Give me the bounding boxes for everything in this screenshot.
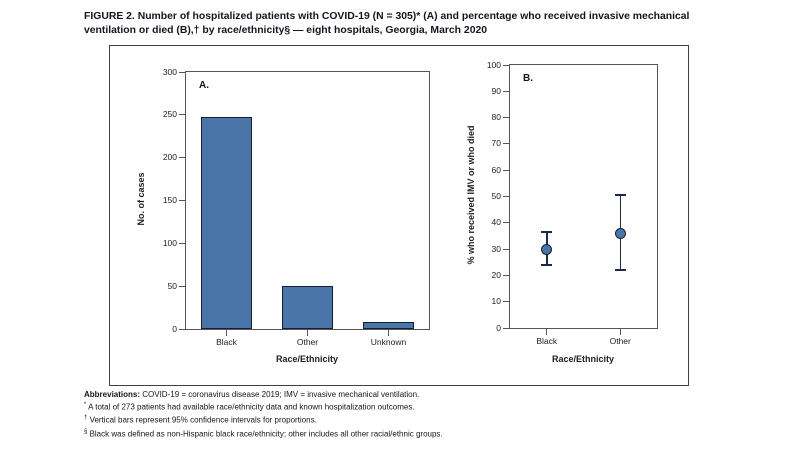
y-axis-tick-label: 50	[491, 191, 501, 201]
y-axis-tick	[179, 328, 185, 330]
data-point-black	[541, 243, 553, 255]
y-axis-tick-label: 50	[167, 280, 177, 291]
chart-container: 0 50 100 150 200 250 300 Black Other Unknown A. 0 1…	[109, 45, 689, 386]
abbreviations-text: COVID-19 = coronavirus disease 2019; IMV…	[140, 390, 420, 399]
footnotes: Abbreviations: COVID-19 = coronavirus di…	[84, 390, 724, 440]
y-axis-tick-label: 0	[172, 323, 177, 334]
ci-cap-top-other	[614, 194, 626, 196]
footnote-section: § Black was defined as non-Hispanic blac…	[84, 427, 724, 440]
y-axis-tick	[503, 196, 509, 197]
y-axis-tick	[503, 301, 509, 303]
panel-a-x-axis-title: Race/Ethnicity	[275, 354, 339, 364]
bar-unknown	[362, 322, 415, 329]
y-axis-tick-label: 150	[162, 195, 177, 205]
y-axis-tick	[503, 222, 509, 224]
y-axis-tick	[179, 157, 185, 159]
y-axis-tick-label: 100	[162, 237, 177, 248]
y-axis-tick-label: 40	[491, 217, 501, 228]
panel-label-b: B.	[523, 73, 533, 84]
y-axis-tick-label: 90	[491, 85, 501, 96]
x-axis-tick	[546, 329, 548, 335]
panel-a-plot: 0 50 100 150 200 250 300 Black Other Unknown A.	[163, 67, 430, 347]
y-axis-tick	[179, 71, 185, 73]
y-axis-tick-label: 300	[162, 66, 177, 77]
y-axis-tick	[179, 200, 185, 201]
y-axis-tick	[503, 90, 509, 92]
y-axis-tick-label: 250	[162, 109, 177, 120]
y-axis-tick-label: 20	[491, 269, 501, 280]
x-axis-tick-label: Other	[609, 336, 631, 346]
bar-black	[200, 117, 253, 329]
y-axis-tick	[503, 169, 509, 171]
footnote-section-marker: §	[84, 428, 88, 435]
y-axis-tick	[503, 327, 509, 329]
bar-other	[281, 286, 334, 329]
x-axis-tick-label: Black	[216, 337, 237, 347]
panel-b-x-axis-title: Race/Ethnicity	[551, 354, 615, 364]
y-axis-tick-label: 200	[162, 152, 177, 163]
footnote-abbreviations: Abbreviations: COVID-19 = coronavirus di…	[84, 390, 724, 400]
y-axis-tick	[503, 64, 509, 66]
x-axis-tick-label: Other	[296, 337, 319, 347]
y-axis-tick-label: 10	[491, 296, 501, 307]
y-axis-tick	[503, 143, 509, 145]
panel-label-a: A.	[199, 80, 209, 91]
y-axis-tick-label: 100	[486, 59, 501, 70]
x-axis-tick	[619, 329, 621, 335]
x-axis-tick	[226, 330, 227, 336]
panel-b-y-axis-title: % who received IMV or who died	[466, 125, 476, 265]
x-axis-tick-label: Unknown	[370, 337, 407, 347]
panel-b-plot: 0 10 20 30 40 50 60 70 80 90 100 Black Other B.	[487, 60, 658, 346]
ci-cap-bottom-other	[614, 269, 626, 271]
footnote-asterisk-marker: *	[84, 402, 87, 409]
x-axis-tick-label: Black	[536, 336, 558, 346]
y-axis-tick-label: 60	[491, 164, 501, 175]
footnote-dagger-marker: †	[84, 415, 88, 422]
y-axis-tick-label: 30	[491, 243, 501, 254]
y-axis-tick	[503, 248, 509, 250]
data-point-other	[614, 227, 626, 239]
y-axis-tick	[179, 114, 185, 116]
y-axis-tick-label: 70	[491, 138, 501, 149]
x-axis-tick	[388, 330, 389, 336]
y-axis-tick	[179, 242, 185, 244]
ci-cap-top-black	[541, 231, 553, 233]
y-axis-tick-label: 0	[496, 322, 501, 333]
figure-title: FIGURE 2. Number of hospitalized patient…	[84, 11, 690, 36]
footnote-asterisk-text: A total of 273 patients had available ra…	[86, 403, 415, 413]
footnote-asterisk: * A total of 273 patients had available …	[84, 400, 724, 413]
abbreviations-label: Abbreviations:	[84, 390, 141, 399]
footnote-section-text: Black was defined as non-Hispanic black …	[87, 429, 443, 439]
y-axis-tick	[503, 117, 509, 119]
y-axis-tick-label: 80	[491, 112, 501, 123]
footnote-dagger-text: Vertical bars represent 95% confidence i…	[87, 416, 317, 426]
y-axis-tick	[179, 285, 185, 287]
y-axis-tick	[503, 274, 509, 276]
ci-cap-bottom-black	[541, 264, 553, 266]
panel-a-y-axis-title: No. of cases	[136, 172, 146, 226]
footnote-dagger: † Vertical bars represent 95% confidence…	[84, 413, 724, 426]
x-axis-tick	[307, 330, 308, 336]
